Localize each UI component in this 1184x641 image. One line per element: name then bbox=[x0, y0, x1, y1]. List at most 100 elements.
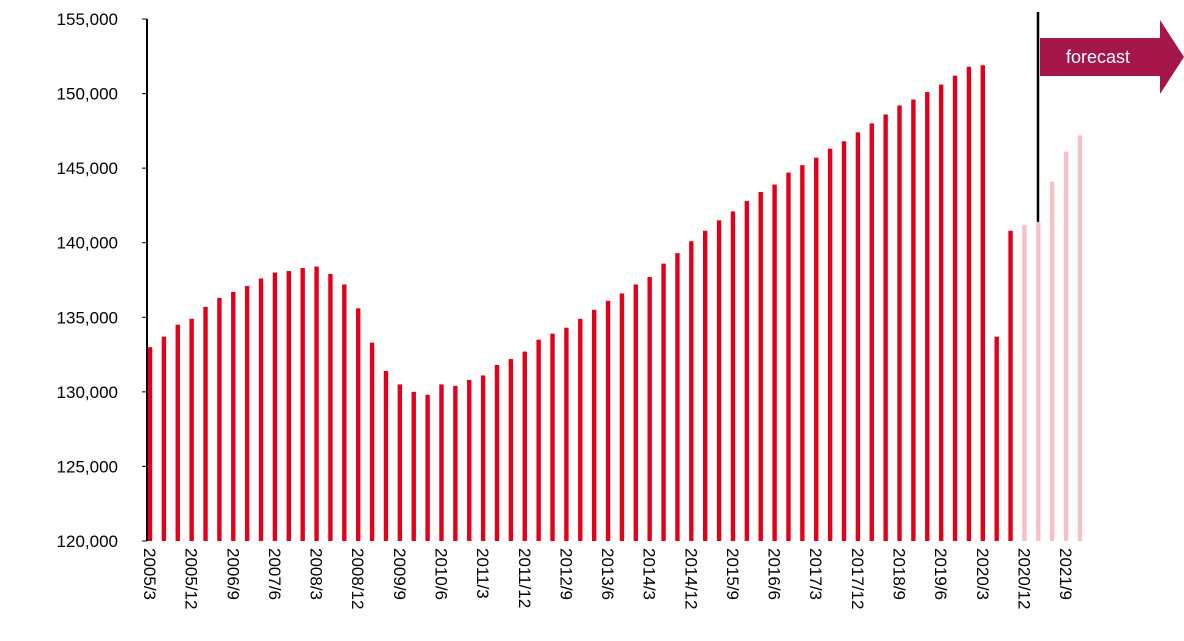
bar bbox=[453, 385, 458, 541]
y-tick-label: 135,000 bbox=[57, 308, 118, 327]
bar bbox=[800, 165, 805, 541]
bar bbox=[772, 184, 777, 541]
bar bbox=[938, 84, 944, 541]
bar bbox=[147, 347, 153, 541]
forecast-label: forecast bbox=[1066, 47, 1130, 67]
bar bbox=[342, 284, 347, 541]
bar bbox=[966, 66, 972, 542]
bar bbox=[827, 148, 833, 542]
bar bbox=[758, 192, 763, 541]
bar bbox=[522, 351, 527, 541]
bar bbox=[1008, 230, 1013, 542]
bar bbox=[689, 241, 694, 542]
bar bbox=[286, 271, 291, 541]
bar bbox=[244, 285, 250, 541]
bar bbox=[480, 375, 486, 541]
bar bbox=[397, 384, 403, 541]
x-tick-label: 2008/3 bbox=[307, 548, 326, 600]
x-tick-label: 2005/12 bbox=[182, 548, 201, 609]
bar bbox=[814, 157, 819, 541]
x-tick-label: 2017/12 bbox=[848, 548, 867, 609]
bar bbox=[591, 309, 597, 541]
bar bbox=[730, 211, 736, 541]
bar bbox=[994, 336, 999, 541]
x-tick-label: 2013/6 bbox=[598, 548, 617, 600]
y-tick-label: 150,000 bbox=[57, 85, 118, 104]
bar bbox=[1050, 181, 1055, 541]
x-tick-label: 2008/12 bbox=[348, 548, 367, 609]
bar bbox=[369, 342, 375, 541]
bar bbox=[203, 306, 208, 541]
bar bbox=[897, 105, 902, 541]
bar bbox=[661, 263, 666, 541]
x-tick-label: 2014/3 bbox=[640, 548, 659, 600]
bar bbox=[564, 327, 569, 541]
bar bbox=[647, 277, 652, 541]
x-tick-label: 2017/3 bbox=[806, 548, 825, 600]
bar bbox=[508, 359, 514, 541]
x-tick-label: 2010/6 bbox=[431, 548, 450, 600]
bar bbox=[869, 123, 874, 542]
bar bbox=[605, 300, 611, 541]
bar bbox=[883, 114, 888, 542]
bar bbox=[786, 172, 791, 542]
bar bbox=[314, 266, 319, 541]
x-tick-label: 2009/9 bbox=[390, 548, 409, 600]
x-tick-label: 2012/9 bbox=[556, 548, 575, 600]
bar bbox=[675, 253, 680, 541]
bar bbox=[356, 308, 361, 541]
bar bbox=[300, 268, 305, 541]
bar bbox=[161, 336, 167, 541]
bar bbox=[189, 318, 194, 541]
y-tick-label: 155,000 bbox=[57, 10, 118, 29]
bar bbox=[1022, 224, 1027, 541]
bar bbox=[703, 230, 708, 542]
x-tick-label: 2007/6 bbox=[265, 548, 284, 600]
bar bbox=[744, 200, 750, 541]
bar bbox=[550, 333, 555, 541]
x-tick-label: 2005/3 bbox=[140, 548, 159, 600]
y-tick-label: 145,000 bbox=[57, 159, 118, 178]
x-tick-label: 2018/9 bbox=[890, 548, 909, 600]
bar bbox=[328, 274, 333, 541]
bar bbox=[841, 141, 847, 541]
bar bbox=[175, 324, 180, 541]
bar bbox=[231, 291, 236, 541]
bar bbox=[536, 339, 541, 541]
x-tick-label: 2020/12 bbox=[1014, 548, 1033, 609]
bar bbox=[272, 272, 278, 541]
x-tick-label: 2011/3 bbox=[473, 548, 492, 599]
x-tick-label: 2006/9 bbox=[223, 548, 242, 600]
x-tick-label: 2020/3 bbox=[973, 548, 992, 600]
bar bbox=[439, 384, 444, 541]
y-tick-label: 120,000 bbox=[57, 532, 118, 551]
bar bbox=[619, 293, 625, 541]
bar bbox=[716, 220, 722, 542]
bar bbox=[1036, 221, 1041, 541]
x-tick-label: 2011/12 bbox=[515, 548, 534, 608]
forecast-arrow bbox=[1040, 20, 1184, 94]
x-tick-label: 2016/6 bbox=[765, 548, 784, 600]
bar bbox=[633, 284, 638, 541]
bar bbox=[494, 365, 500, 541]
bar bbox=[425, 394, 430, 541]
bar bbox=[467, 379, 472, 541]
y-tick-label: 130,000 bbox=[57, 383, 118, 402]
x-tick-label: 2019/6 bbox=[931, 548, 950, 600]
bar bbox=[411, 391, 416, 541]
bar bbox=[217, 297, 222, 541]
bar bbox=[383, 370, 389, 541]
x-tick-label: 2015/9 bbox=[723, 548, 742, 600]
bar bbox=[980, 65, 985, 541]
bar bbox=[1077, 135, 1083, 541]
bar bbox=[952, 75, 958, 541]
y-tick-label: 125,000 bbox=[57, 457, 118, 476]
bar bbox=[258, 278, 264, 541]
y-tick-label: 140,000 bbox=[57, 234, 118, 253]
bar bbox=[1063, 151, 1069, 542]
bar bbox=[925, 92, 930, 541]
bar bbox=[911, 99, 916, 541]
x-tick-label: 2014/12 bbox=[681, 548, 700, 609]
bar bbox=[855, 132, 861, 541]
